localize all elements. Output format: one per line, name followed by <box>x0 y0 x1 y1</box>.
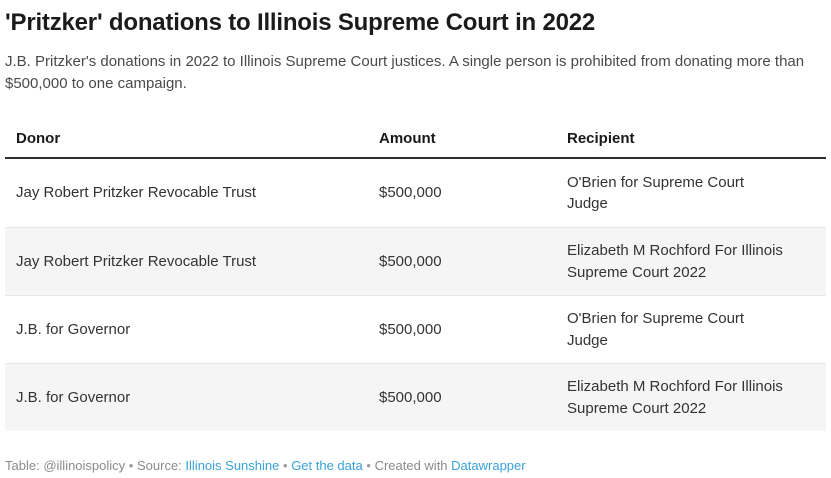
cell-recipient: Elizabeth M Rochford For Illinois Suprem… <box>567 378 783 417</box>
table-credit-byline: @illinoispolicy <box>43 458 126 474</box>
cell-amount: $500,000 <box>379 184 442 202</box>
bullet-separator: • <box>128 458 134 474</box>
source-link[interactable]: Illinois Sunshine <box>185 458 280 474</box>
column-header-amount: Amount <box>379 129 436 147</box>
created-with-label: Created with <box>374 458 448 474</box>
source-label: Source: <box>136 458 182 474</box>
chart-title: 'Pritzker' donations to Illinois Supreme… <box>5 9 596 36</box>
cell-amount: $500,000 <box>379 320 442 338</box>
attribution-footer: Table: @illinoispolicy • Source: Illinoi… <box>5 457 826 475</box>
table-credit-label: Table: <box>5 458 40 474</box>
column-header-donor: Donor <box>16 129 61 147</box>
cell-amount: $500,000 <box>379 388 442 406</box>
cell-recipient: O'Brien for Supreme Court Judge <box>567 310 745 349</box>
table-body: Jay Robert Pritzker Revocable Trust $500… <box>5 159 826 432</box>
cell-amount: $500,000 <box>379 252 442 270</box>
table-row: Jay Robert Pritzker Revocable Trust $500… <box>5 159 826 227</box>
cell-donor: Jay Robert Pritzker Revocable Trust <box>16 184 257 202</box>
chart-description: J.B. Pritzker's donations in 2022 to Ill… <box>5 53 805 92</box>
cell-recipient: Elizabeth M Rochford For Illinois Suprem… <box>567 242 783 281</box>
get-data-link[interactable]: Get the data <box>291 458 363 474</box>
table-row: J.B. for Governor $500,000 Elizabeth M R… <box>5 363 826 432</box>
column-header-recipient: Recipient <box>567 129 635 147</box>
bullet-separator: • <box>283 458 288 474</box>
datawrapper-link[interactable]: Datawrapper <box>451 458 526 474</box>
cell-donor: Jay Robert Pritzker Revocable Trust <box>16 252 257 270</box>
table-header-row: Donor Amount Recipient <box>5 119 826 160</box>
table-row: Jay Robert Pritzker Revocable Trust $500… <box>5 227 826 296</box>
cell-donor: J.B. for Governor <box>16 388 131 406</box>
bullet-separator: • <box>366 458 371 474</box>
donations-table: Donor Amount Recipient Jay Robert Pritzk… <box>5 119 826 432</box>
cell-recipient: O'Brien for Supreme Court Judge <box>567 173 745 213</box>
table-row: J.B. for Governor $500,000 O'Brien for S… <box>5 295 826 363</box>
cell-donor: J.B. for Governor <box>16 320 131 338</box>
